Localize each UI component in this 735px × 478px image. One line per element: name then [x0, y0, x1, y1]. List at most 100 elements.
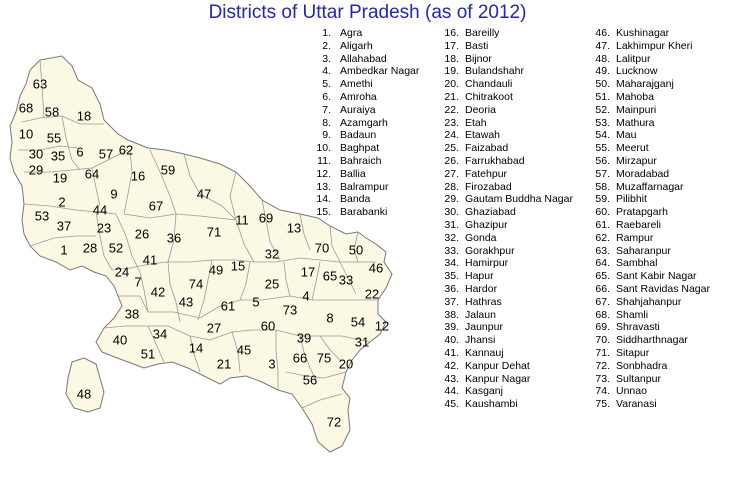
- legend-district-name: Baghpat: [340, 142, 380, 155]
- legend-district-name: Meerut: [616, 142, 649, 155]
- district-number-label: 48: [76, 386, 92, 402]
- legend-item: 6. Amroha: [309, 91, 419, 104]
- legend-number: 19.: [444, 65, 459, 78]
- legend-item: 17. Basti: [441, 40, 573, 53]
- district-number-label: 65: [322, 268, 338, 284]
- legend-number: 35.: [444, 270, 459, 283]
- legend-item: 64. Sambhal: [592, 257, 710, 270]
- legend-item: 70. Siddharthnagar: [592, 334, 710, 347]
- legend-district-name: Barabanki: [340, 206, 388, 219]
- legend-item: 72. Sonbhadra: [592, 360, 710, 373]
- legend-district-name: Jhansi: [465, 334, 496, 347]
- district-number-label: 37: [56, 218, 72, 234]
- legend-item: 41. Kannauj: [441, 347, 573, 360]
- legend-item: 25. Faizabad: [441, 142, 573, 155]
- legend-district-name: Kushinagar: [616, 27, 670, 39]
- legend-number: 65.: [595, 270, 610, 283]
- legend-item: 27. Fatehpur: [441, 168, 573, 181]
- district-number-label: 49: [208, 262, 224, 278]
- district-number-label: 56: [302, 372, 318, 388]
- legend-number: 67.: [595, 295, 610, 308]
- district-number-label: 20: [338, 356, 354, 372]
- district-number-label: 25: [264, 276, 280, 292]
- legend-district-name: Gautam Buddha Nagar: [465, 193, 573, 206]
- district-number-label: 16: [130, 168, 146, 184]
- legend-item: 11. Bahraich: [309, 155, 419, 168]
- legend-district-name: Firozabad: [465, 180, 512, 193]
- legend-district-name: Mau: [616, 129, 637, 142]
- legend-number: 3.: [322, 52, 331, 65]
- legend-item: 57. Moradabad: [592, 168, 710, 181]
- legend-district-name: Siddharthnagar: [616, 334, 688, 347]
- legend-number: 1.: [322, 27, 331, 39]
- district-number-label: 14: [188, 340, 204, 356]
- district-number-label: 51: [140, 346, 156, 362]
- legend-district-name: Aligarh: [340, 39, 373, 52]
- legend-number: 29.: [444, 193, 459, 206]
- legend-number: 2.: [322, 39, 331, 52]
- district-number-label: 60: [260, 318, 276, 334]
- legend-number: 33.: [444, 244, 459, 257]
- legend-item: 53. Mathura: [592, 117, 710, 130]
- legend-district-name: Hathras: [465, 295, 502, 308]
- legend-district-name: Sitapur: [616, 346, 650, 359]
- legend-number: 21.: [444, 90, 459, 103]
- legend-number: 16.: [444, 27, 459, 39]
- legend-item: 51. Mahoba: [592, 91, 710, 104]
- district-number-label: 26: [134, 226, 150, 242]
- legend-item: 55. Meerut: [592, 142, 710, 155]
- district-number-label: 45: [236, 342, 252, 358]
- legend-item: 13. Balrampur: [309, 181, 419, 194]
- legend-district-name: Kaushambi: [465, 398, 518, 411]
- legend-item: 30. Ghaziabad: [441, 206, 573, 219]
- district-number-label: 38: [124, 306, 140, 322]
- legend-item: 16. Bareilly: [441, 27, 573, 40]
- legend-item: 43. Kanpur Nagar: [441, 373, 573, 386]
- district-number-label: 19: [52, 170, 68, 186]
- legend-number: 7.: [322, 103, 331, 116]
- legend-item: 19. Bulandshahr: [441, 65, 573, 78]
- legend-number: 6.: [322, 90, 331, 103]
- legend-item: 69. Shravasti: [592, 321, 710, 334]
- legend-item: 42. Kanpur Dehat: [441, 360, 573, 373]
- legend-item: 46. Kushinagar: [592, 27, 710, 40]
- legend-number: 32.: [444, 231, 459, 244]
- district-number-label: 23: [96, 220, 112, 236]
- legend-number: 26.: [444, 154, 459, 167]
- district-number-label: 71: [206, 224, 222, 240]
- legend-item: 33. Gorakhpur: [441, 245, 573, 258]
- legend-item: 1. Agra: [309, 27, 419, 40]
- district-number-label: 36: [166, 230, 182, 246]
- district-number-label: 2: [58, 194, 66, 210]
- legend-district-name: Hapur: [465, 270, 494, 283]
- legend-number: 46.: [595, 27, 610, 39]
- district-number-label: 66: [292, 350, 308, 366]
- legend-number: 55.: [595, 142, 610, 155]
- district-number-label: 68: [18, 100, 34, 116]
- district-number-label: 50: [348, 242, 364, 258]
- legend-district-name: Faizabad: [465, 142, 509, 155]
- legend-item: 23. Etah: [441, 117, 573, 130]
- legend-district-name: Bulandshahr: [465, 65, 524, 78]
- legend-item: 48. Lalitpur: [592, 53, 710, 66]
- legend-item: 44. Kasganj: [441, 385, 573, 398]
- legend-number: 44.: [444, 385, 459, 398]
- district-number-label: 47: [196, 186, 212, 202]
- legend-number: 9.: [322, 129, 331, 142]
- legend-item: 54. Mau: [592, 129, 710, 142]
- legend-district-name: Kasganj: [465, 385, 503, 398]
- legend-item: 8. Azamgarh: [309, 117, 419, 130]
- legend-item: 73. Sultanpur: [592, 373, 710, 386]
- district-number-label: 57: [98, 146, 114, 162]
- district-number-label: 4: [302, 288, 310, 304]
- legend-number: 5.: [322, 78, 331, 91]
- legend-district-name: Ambedkar Nagar: [340, 65, 420, 78]
- legend-district-name: Lalitpur: [616, 52, 651, 65]
- legend-number: 39.: [444, 321, 459, 334]
- legend-number: 52.: [595, 103, 610, 116]
- legend-item: 65. Sant Kabir Nagar: [592, 270, 710, 283]
- legend-district-name: Gonda: [465, 231, 497, 244]
- district-number-label: 13: [286, 220, 302, 236]
- legend-number: 11.: [317, 154, 331, 167]
- district-number-label: 28: [82, 240, 98, 256]
